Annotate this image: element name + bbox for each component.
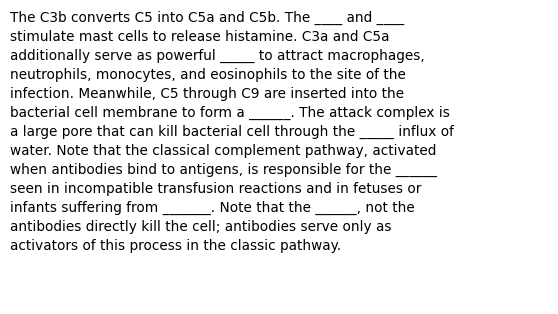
Text: The C3b converts C5 into C5a and C5b. The ____ and ____
stimulate mast cells to : The C3b converts C5 into C5a and C5b. Th… [10, 11, 454, 253]
